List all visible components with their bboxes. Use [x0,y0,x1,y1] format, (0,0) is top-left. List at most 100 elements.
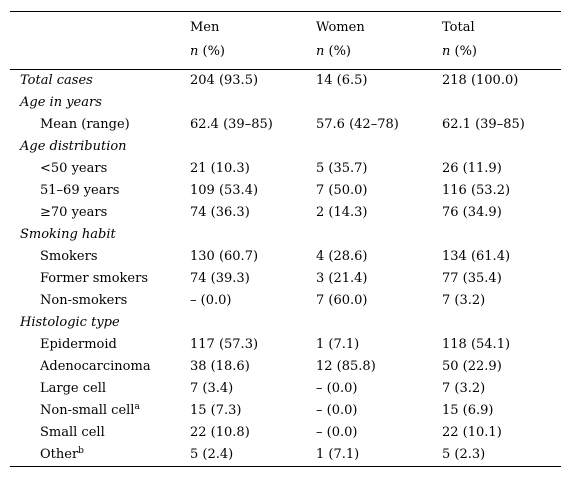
section-label: Age distribution [20,139,127,154]
cell-men: 130 (60.7) [190,249,259,264]
cell-men: 22 (10.8) [190,425,250,440]
cell-total: 116 (53.2) [442,183,511,198]
table-row: Adenocarcinoma 38 (18.6) 12 (85.8) 50 (2… [10,356,561,378]
row-label: <50 years [40,161,108,176]
cell-total: 218 (100.0) [442,73,519,88]
row-label: Smokers [40,249,98,264]
cell-women: 3 (21.4) [316,271,368,286]
cell-total: 5 (2.3) [434,444,561,467]
header-men: Men [190,20,220,35]
table-row: Non-small cella 15 (7.3) – (0.0) 15 (6.9… [10,400,561,422]
section-label: Histologic type [20,315,120,330]
row-label: Epidermoid [40,337,117,352]
header-unit-empty-cell [10,43,182,70]
cell-women: 1 (7.1) [308,444,434,467]
row-label: Large cell [40,381,107,396]
header-women: Women [316,20,365,35]
row-label: Other [40,447,79,462]
cell-total: 15 (6.9) [442,403,494,418]
cell-men: 74 (39.3) [190,271,250,286]
table-row: Epidermoid 117 (57.3) 1 (7.1) 118 (54.1) [10,334,561,356]
footnote-marker: a [134,402,140,412]
cell-men: 5 (2.4) [182,444,308,467]
row-label: Non-smokers [40,293,128,308]
row-label: Small cell [40,425,105,440]
cell-total: 118 (54.1) [442,337,511,352]
table-row: Non-smokers – (0.0) 7 (60.0) 7 (3.2) [10,290,561,312]
cell-women: – (0.0) [316,425,358,440]
cell-women: 57.6 (42–78) [316,117,399,132]
row-label: Mean (range) [40,117,130,132]
cell-men: 204 (93.5) [190,73,259,88]
table-row: Smokers 130 (60.7) 4 (28.6) 134 (61.4) [10,246,561,268]
row-label: Non-small cell [40,403,135,418]
cell-women: 2 (14.3) [316,205,368,220]
data-table: Men Women Total n (%) n (%) n (%) Total … [10,11,561,467]
table-row: Large cell 7 (3.4) – (0.0) 7 (3.2) [10,378,561,400]
cell-total: 134 (61.4) [442,249,511,264]
table-row-total-cases: Total cases 204 (93.5) 14 (6.5) 218 (100… [10,70,561,93]
cell-women: 7 (50.0) [316,183,368,198]
table-section-age-distribution: Age distribution [10,136,561,158]
footnote-marker: b [78,446,84,456]
header-unit-women: n (%) [308,43,434,70]
cell-men: 109 (53.4) [190,183,259,198]
cell-women: – (0.0) [316,381,358,396]
unit-pct: (%) [450,44,478,59]
row-label: Adenocarcinoma [40,359,151,374]
table-section-histologic-type: Histologic type [10,312,561,334]
cell-men: 74 (36.3) [190,205,250,220]
unit-pct: (%) [324,44,352,59]
cell-men: 7 (3.4) [190,381,234,396]
table-row: <50 years 21 (10.3) 5 (35.7) 26 (11.9) [10,158,561,180]
cell-men: 62.4 (39–85) [190,117,273,132]
table-row: Small cell 22 (10.8) – (0.0) 22 (10.1) [10,422,561,444]
header-row: Men Women Total [10,11,561,44]
cell-total: 76 (34.9) [442,205,502,220]
data-table-container: Men Women Total n (%) n (%) n (%) Total … [10,11,561,467]
unit-n: n [190,44,199,59]
cell-men: 117 (57.3) [190,337,259,352]
cell-women: 12 (85.8) [316,359,376,374]
row-label-with-footnote: Otherb [10,444,182,467]
table-row: ≥70 years 74 (36.3) 2 (14.3) 76 (34.9) [10,202,561,224]
row-label: Total cases [20,73,93,88]
cell-men: 38 (18.6) [190,359,250,374]
cell-total: 50 (22.9) [442,359,502,374]
header-unit-total: n (%) [434,43,561,70]
header-total: Total [442,20,475,35]
table-section-smoking-habit: Smoking habit [10,224,561,246]
cell-women: 4 (28.6) [316,249,368,264]
cell-total: 77 (35.4) [442,271,502,286]
header-empty-cell [10,12,182,44]
cell-women: 14 (6.5) [316,73,368,88]
cell-women: 5 (35.7) [316,161,368,176]
section-label: Smoking habit [20,227,116,242]
cell-women: 7 (60.0) [316,293,368,308]
cell-women: 1 (7.1) [316,337,360,352]
unit-pct: (%) [198,44,226,59]
table-row: Former smokers 74 (39.3) 3 (21.4) 77 (35… [10,268,561,290]
row-label-with-footnote: Non-small cella [10,400,182,422]
cell-total: 7 (3.2) [442,293,486,308]
table-row: Otherb 5 (2.4) 1 (7.1) 5 (2.3) [10,444,561,467]
unit-n: n [442,44,451,59]
header-unit-row: n (%) n (%) n (%) [10,43,561,70]
table-section-age-in-years: Age in years [10,92,561,114]
cell-men: 21 (10.3) [190,161,250,176]
header-unit-men: n (%) [182,43,308,70]
cell-total: 7 (3.2) [442,381,486,396]
table-row: 51–69 years 109 (53.4) 7 (50.0) 116 (53.… [10,180,561,202]
cell-women: – (0.0) [316,403,358,418]
cell-total: 26 (11.9) [442,161,502,176]
row-label: ≥70 years [40,205,108,220]
unit-n: n [316,44,325,59]
cell-men: 15 (7.3) [190,403,242,418]
cell-men: – (0.0) [190,293,232,308]
row-label: 51–69 years [40,183,120,198]
row-label: Former smokers [40,271,148,286]
cell-total: 62.1 (39–85) [442,117,525,132]
section-label: Age in years [20,95,102,110]
table-row: Mean (range) 62.4 (39–85) 57.6 (42–78) 6… [10,114,561,136]
cell-total: 22 (10.1) [442,425,502,440]
